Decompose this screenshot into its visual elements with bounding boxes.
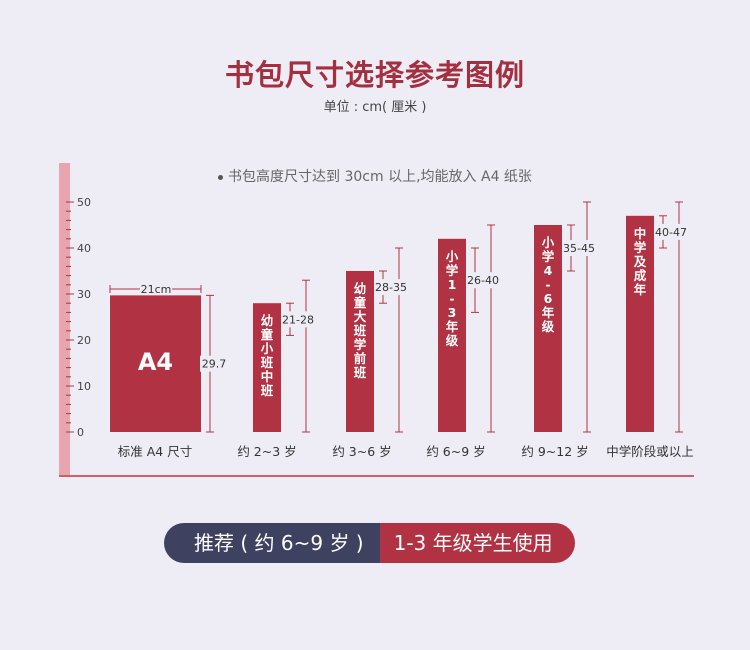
chart-note: 书包高度尺寸达到 30cm 以上,均能放入 A4 纸张	[0, 166, 750, 186]
bar	[438, 238, 466, 432]
bar-label-char: 6	[544, 291, 553, 306]
bar-label-char: 级	[446, 333, 459, 348]
note-text: 书包高度尺寸达到 30cm 以上,均能放入 A4 纸张	[228, 169, 532, 185]
bar-label-char: 年	[446, 319, 459, 334]
bar-label-char: 童	[261, 327, 274, 342]
bar-label-char: 班	[261, 355, 274, 370]
range-label-bg	[655, 223, 687, 240]
category-label: 约 9~12 岁	[521, 444, 588, 459]
range-label: 26-40	[467, 274, 499, 287]
bar	[346, 271, 374, 432]
bullet-icon	[218, 174, 224, 180]
bar-label-char: 班	[354, 365, 367, 380]
width-label-bg	[140, 281, 172, 295]
bar-label-char: 学	[446, 263, 459, 278]
bar	[253, 303, 281, 432]
bar-label: A4	[138, 348, 173, 376]
y-tick-label: 20	[77, 334, 91, 347]
bar-label-char: 中	[261, 369, 274, 384]
range-label-bg	[563, 240, 595, 256]
bar-label-char: -	[449, 291, 454, 306]
unit-label: 单位 : cm( 厘米 )	[323, 100, 427, 115]
recommend-grade: 1-3 年级学生使用	[379, 523, 575, 563]
bar	[110, 295, 201, 432]
range-label: 21-28	[282, 313, 314, 326]
y-tick-label: 30	[77, 288, 91, 301]
category-label: 约 6~9 岁	[426, 444, 485, 459]
y-tick-label: 50	[77, 196, 91, 209]
bar-label-char: 童	[354, 295, 367, 310]
bar-label-char: 小	[445, 249, 459, 264]
bar-label-char: 年	[542, 305, 555, 320]
bar	[626, 215, 654, 432]
bar-label-char: 级	[542, 319, 555, 334]
range-label-bg	[467, 272, 499, 289]
bar-label-char: 前	[354, 351, 367, 366]
bar-label-char: 4	[544, 263, 553, 278]
page-title: 书包尺寸选择参考图例	[224, 58, 525, 92]
bar-label-char: 成	[634, 268, 647, 283]
bar	[534, 225, 562, 432]
axis-bar	[59, 163, 70, 476]
category-label: 约 2~3 岁	[237, 444, 296, 459]
bar-label-char: -	[545, 277, 550, 292]
range-label: 40-47	[655, 226, 687, 239]
width-label: 21cm	[141, 283, 172, 296]
bar-label-char: 及	[634, 254, 647, 269]
bar-label-char: 中	[634, 226, 647, 241]
category-label: 约 3~6 岁	[332, 444, 391, 459]
bar-label-char: 3	[448, 305, 457, 320]
range-label: 29.7	[202, 358, 227, 371]
y-tick-label: 0	[77, 426, 84, 439]
y-tick-label: 10	[77, 380, 91, 393]
y-tick-label: 40	[77, 242, 91, 255]
bar-label-char: 班	[354, 323, 367, 338]
recommend-banner: 推荐 ( 约 6~9 岁 ) 1-3 年级学生使用	[164, 523, 575, 563]
range-label: 28-35	[375, 281, 407, 294]
bar-label-char: 学	[542, 249, 555, 264]
range-label-bg	[200, 355, 228, 372]
bar-label-char: 学	[634, 240, 647, 255]
bar-label-char: 幼	[354, 281, 367, 296]
category-label: 中学阶段或以上	[606, 444, 694, 459]
range-label: 35-45	[563, 242, 595, 255]
range-label-bg	[282, 311, 314, 328]
range-label-bg	[375, 279, 407, 296]
category-label: 标准 A4 尺寸	[118, 444, 192, 459]
bar-label-char: 年	[634, 282, 647, 297]
bar-label-char: 小	[260, 341, 274, 356]
bar-label-char: 幼	[261, 313, 274, 328]
bar-label-char: 班	[261, 383, 274, 398]
bar-label-char: 大	[354, 309, 367, 324]
bar-label-char: 1	[448, 277, 457, 292]
bar-label-char: 学	[354, 337, 367, 352]
bar-label-char: 小	[541, 235, 555, 250]
recommend-age: 推荐 ( 约 6~9 岁 )	[164, 523, 380, 563]
